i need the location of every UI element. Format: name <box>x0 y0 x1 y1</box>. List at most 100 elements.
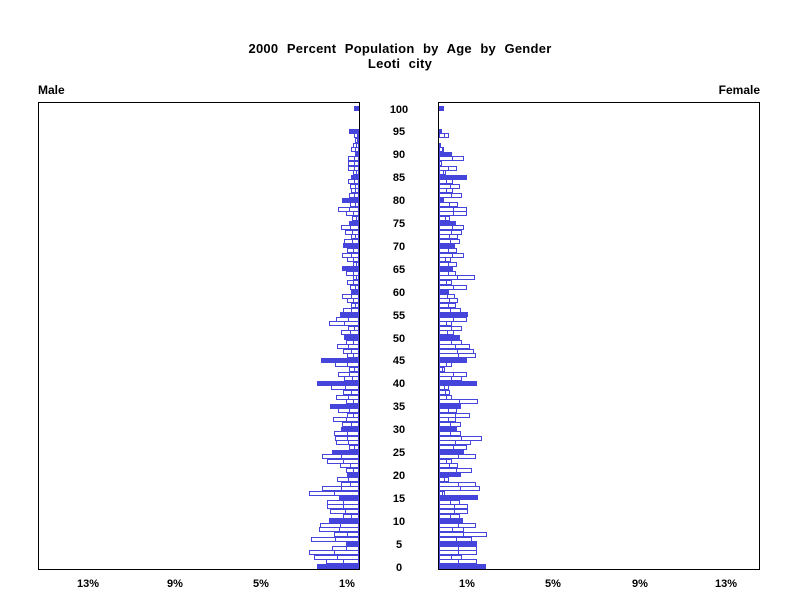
male-bar-age-0 <box>317 564 359 569</box>
female-bar-age-61 <box>439 285 467 290</box>
bar-mid-tick <box>352 240 353 243</box>
bar-mid-tick <box>343 460 344 463</box>
male-bar-age-76 <box>352 216 359 221</box>
bar-mid-tick <box>441 162 442 165</box>
female-bar-age-30 <box>439 427 457 432</box>
bar-mid-tick <box>453 318 454 321</box>
bar-mid-tick <box>353 258 354 261</box>
female-bar-age-11 <box>439 514 460 519</box>
female-bar-age-7 <box>439 532 487 537</box>
female-bar-age-56 <box>439 308 461 313</box>
male-bar-age-42 <box>338 372 359 377</box>
age-tick-label-50: 50 <box>392 333 406 345</box>
bar-mid-tick <box>453 286 454 289</box>
bar-mid-tick <box>355 286 356 289</box>
male-bar-age-50 <box>344 335 359 340</box>
female-bar-age-36 <box>439 399 478 404</box>
bar-mid-tick <box>448 263 449 266</box>
bar-mid-tick <box>453 212 454 215</box>
female-bar-age-52 <box>439 326 462 331</box>
male-bar-age-54 <box>336 317 359 322</box>
bar-mid-tick <box>353 272 354 275</box>
bar-mid-tick <box>354 327 355 330</box>
bar-mid-tick <box>458 354 459 357</box>
female-bar-age-40 <box>439 381 477 386</box>
bar-mid-tick <box>445 258 446 261</box>
bar-mid-tick <box>455 414 456 417</box>
age-tick-label-10: 10 <box>392 516 406 528</box>
bar-mid-tick <box>453 373 454 376</box>
male-bar-age-30 <box>341 427 359 432</box>
bar-mid-tick <box>449 235 450 238</box>
male-bar-age-45 <box>321 358 359 363</box>
bar-mid-tick <box>347 437 348 440</box>
bar-mid-tick <box>346 547 347 550</box>
bar-mid-tick <box>458 551 459 554</box>
female-bar-age-25 <box>439 450 464 455</box>
age-tick-label-0: 0 <box>395 562 403 574</box>
bar-mid-tick <box>458 455 459 458</box>
bar-mid-tick <box>448 409 449 412</box>
female-bar-age-57 <box>439 303 456 308</box>
bar-mid-tick <box>463 533 464 536</box>
bar-mid-tick <box>451 231 452 234</box>
female-bar-age-15 <box>439 495 478 500</box>
bar-mid-tick <box>351 309 352 312</box>
female-bar-age-16 <box>439 491 445 496</box>
bar-mid-tick <box>451 327 452 330</box>
male-bar-age-66 <box>353 262 359 267</box>
bar-mid-tick <box>354 180 355 183</box>
male-bar-age-92 <box>353 143 359 148</box>
bar-mid-tick <box>448 304 449 307</box>
bar-mid-tick <box>353 249 354 252</box>
female-bar-age-26 <box>439 445 467 450</box>
male-bar-age-95 <box>349 129 359 134</box>
female-bar-age-14 <box>439 500 460 505</box>
male-bar-age-75 <box>349 221 359 226</box>
age-tick-label-45: 45 <box>392 355 406 367</box>
bar-mid-tick <box>351 423 352 426</box>
bar-mid-tick <box>355 185 356 188</box>
bar-mid-tick <box>445 391 446 394</box>
female-bar-age-19 <box>439 477 449 482</box>
male-bar-age-85 <box>351 175 359 180</box>
bar-mid-tick <box>448 418 449 421</box>
female-bar-age-31 <box>439 422 461 427</box>
male-bar-age-81 <box>349 193 359 198</box>
male-bar-age-43 <box>349 367 359 372</box>
male-bar-age-64 <box>346 271 359 276</box>
bar-mid-tick <box>354 167 355 170</box>
bar-mid-tick <box>348 441 349 444</box>
bar-mid-tick <box>447 295 448 298</box>
age-tick-label-55: 55 <box>392 310 406 322</box>
bar-mid-tick <box>356 144 357 147</box>
age-tick-label-20: 20 <box>392 470 406 482</box>
bar-mid-tick <box>351 295 352 298</box>
bar-mid-tick <box>448 167 449 170</box>
male-bar-age-4 <box>332 546 359 551</box>
male-bar-age-57 <box>351 303 359 308</box>
bar-mid-tick <box>354 446 355 449</box>
bar-mid-tick <box>448 272 449 275</box>
age-tick-label-15: 15 <box>392 493 406 505</box>
bar-mid-tick <box>357 139 358 142</box>
bar-mid-tick <box>458 547 459 550</box>
female-x-tick-label-5: 5% <box>545 578 561 590</box>
male-bar-age-71 <box>344 239 359 244</box>
male-bar-age-83 <box>350 184 359 189</box>
male-x-tick-label-1: 1% <box>339 578 355 590</box>
male-bar-age-9 <box>320 523 359 528</box>
male-bar-age-6 <box>311 537 359 542</box>
bar-mid-tick <box>354 368 355 371</box>
female-bar-age-33 <box>439 413 470 418</box>
female-bar-age-23 <box>439 459 452 464</box>
female-bar-age-76 <box>439 216 450 221</box>
bar-mid-tick <box>353 354 354 357</box>
bar-mid-tick <box>460 487 461 490</box>
male-bar-age-18 <box>341 482 359 487</box>
bar-mid-tick <box>443 171 444 174</box>
bar-mid-tick <box>340 524 341 527</box>
male-bar-age-89 <box>348 156 359 161</box>
female-bar-age-75 <box>439 221 456 226</box>
female-bar-age-42 <box>439 372 467 377</box>
